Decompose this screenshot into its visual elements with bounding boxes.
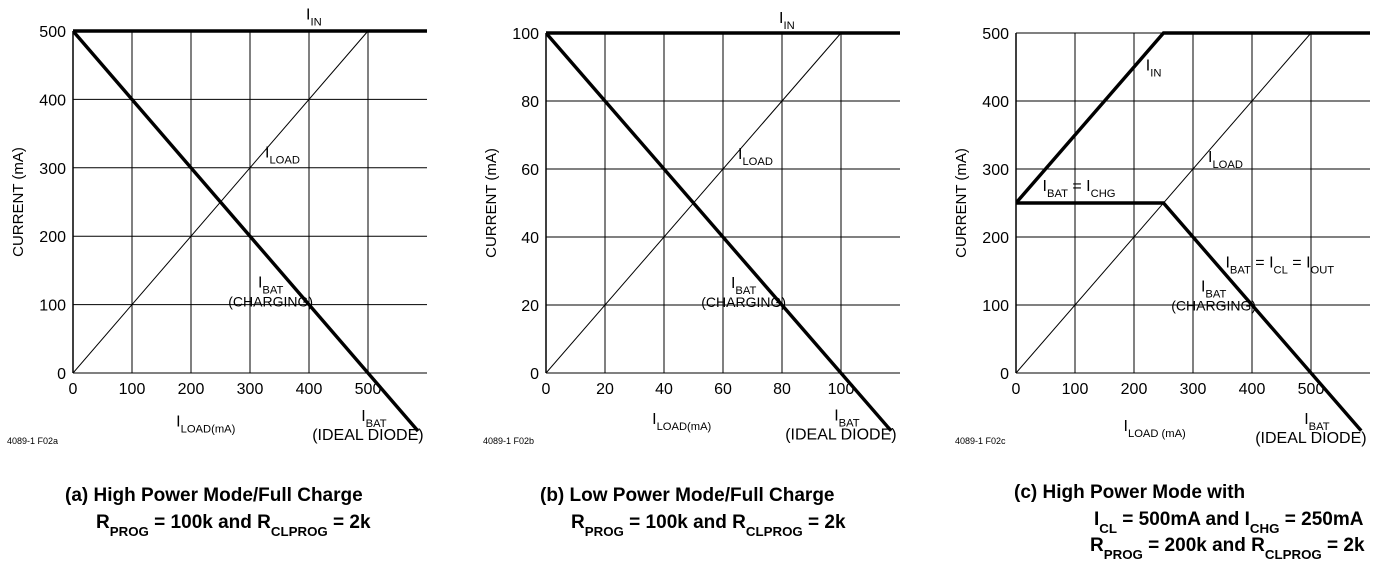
label-ibat-charging: IBAT (258, 275, 284, 297)
x-tick-label: 20 (596, 381, 614, 398)
y-tick-label: 400 (39, 92, 66, 109)
label-ibat-diode: IBAT (834, 408, 860, 430)
y-tick-label: 100 (982, 298, 1009, 315)
y-tick-label: 0 (1000, 366, 1009, 383)
x-tick-label: 200 (1121, 381, 1148, 398)
label-ideal-diode-note: (IDEAL DIODE) (312, 427, 423, 444)
y-tick-label: 200 (982, 230, 1009, 247)
y-axis-title: CURRENT (mA) (953, 148, 970, 258)
series-iin (1016, 31, 1370, 205)
caption-line-2: ICL = 500mA and ICHG = 250mA (1094, 509, 1364, 536)
label-ibat-ichg: IBAT = ICHG (1043, 178, 1116, 200)
x-tick-label: 80 (773, 381, 791, 398)
y-tick-label: 0 (57, 366, 66, 383)
x-tick-label: 200 (178, 381, 205, 398)
grid (1015, 32, 1370, 374)
y-tick-label: 300 (982, 162, 1009, 179)
label-charging-note: (CHARGING) (228, 294, 313, 310)
label-ideal-diode-note: (IDEAL DIODE) (1255, 430, 1366, 447)
y-tick-label: 500 (982, 26, 1009, 43)
x-tick-label: 0 (69, 381, 78, 398)
label-ibat-charging: IBAT (731, 275, 757, 297)
y-tick-label: 200 (39, 229, 66, 246)
y-tick-label: 100 (39, 298, 66, 315)
x-tick-label: 100 (1062, 381, 1089, 398)
y-tick-label: 0 (530, 366, 539, 383)
caption-line-1: (c) High Power Mode with (1014, 482, 1245, 503)
caption-line-1: (a) High Power Mode/Full Charge (65, 485, 363, 506)
x-tick-label: 400 (1239, 381, 1266, 398)
x-tick-label: 500 (355, 381, 382, 398)
caption-line-2: RPROG = 100k and RCLPROG = 2k (96, 512, 371, 539)
label-iin: IIN (306, 6, 322, 28)
y-axis-title: CURRENT (mA) (483, 148, 500, 258)
y-tick-label: 20 (521, 298, 539, 315)
y-tick-label: 400 (982, 94, 1009, 111)
caption-line-2: RPROG = 100k and RCLPROG = 2k (571, 512, 846, 539)
y-axis-title: CURRENT (mA) (10, 147, 27, 257)
grid (72, 30, 427, 374)
x-tick-label: 400 (296, 381, 323, 398)
figure-code: 4089-1 F02a (7, 436, 58, 446)
series-ibat (1016, 201, 1363, 432)
x-tick-label: 60 (714, 381, 732, 398)
label-iload: ILOAD (738, 146, 773, 168)
x-axis-title: ILOAD (mA) (1124, 418, 1187, 440)
y-tick-label: 300 (39, 161, 66, 178)
series-ibat (546, 31, 893, 432)
x-tick-label: 300 (1180, 381, 1207, 398)
chart-panel-2: 0 20 40 60 80 100 0 20 40 60 80 100 CURRENT (mA) IIN I… (483, 10, 900, 539)
x-tick-label: 40 (655, 381, 673, 398)
figure-code: 4089-1 F02b (483, 436, 534, 446)
series-ibat (73, 29, 420, 433)
label-charging-note: (CHARGING) (701, 294, 786, 310)
grid (545, 32, 900, 374)
x-tick-label: 300 (237, 381, 264, 398)
y-tick-label: 100 (512, 26, 539, 43)
caption-line-3: RPROG = 200k and RCLPROG = 2k (1090, 535, 1365, 562)
label-iload: ILOAD (1208, 149, 1243, 171)
chart-panel-3: 0 100 200 300 400 500 0 100 200 300 400 500 CURRENT … (953, 26, 1370, 562)
label-charging-note: (CHARGING) (1171, 297, 1256, 313)
y-tick-label: 60 (521, 162, 539, 179)
label-iin: IIN (1146, 57, 1162, 79)
label-ibat-charging: IBAT (1201, 278, 1227, 300)
label-iload: ILOAD (265, 145, 300, 167)
label-iin: IIN (779, 10, 795, 32)
label-ideal-diode-note: (IDEAL DIODE) (785, 427, 896, 444)
label-ibat-diode: IBAT (1304, 411, 1330, 433)
y-tick-label: 500 (39, 24, 66, 41)
x-tick-label: 500 (1298, 381, 1325, 398)
x-tick-label: 0 (1012, 381, 1021, 398)
label-ibat-diode: IBAT (361, 408, 387, 430)
figure-code: 4089-1 F02c (955, 436, 1006, 446)
caption-line-1: (b) Low Power Mode/Full Charge (540, 485, 835, 506)
x-axis-title: ILOAD(mA) (652, 411, 711, 433)
y-tick-label: 80 (521, 94, 539, 111)
x-tick-label: 100 (828, 381, 855, 398)
chart-panel-1: 0 100 200 300 400 500 0 100 200 300 400 500 CURRENT … (7, 6, 427, 539)
y-tick-label: 40 (521, 230, 539, 247)
label-ibat-icl-iout: IBAT = ICL = IOUT (1225, 255, 1334, 277)
x-axis-title: ILOAD(mA) (176, 413, 235, 435)
x-tick-label: 0 (542, 381, 551, 398)
x-tick-label: 100 (119, 381, 146, 398)
